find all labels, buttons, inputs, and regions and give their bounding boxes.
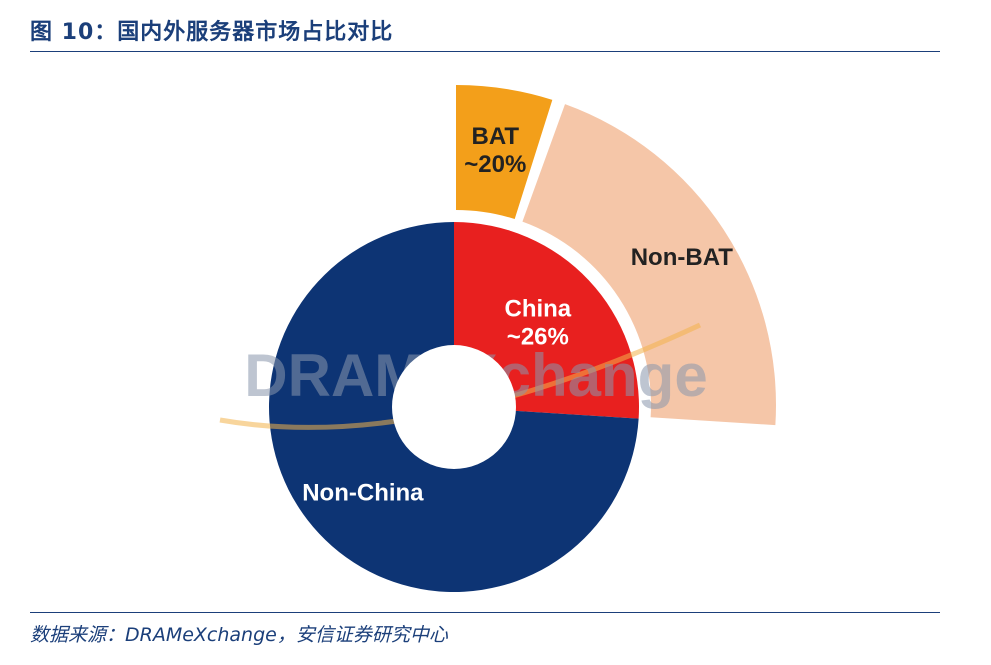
- slice-bat: [456, 85, 553, 220]
- slice-china-value-label: ~26%: [507, 323, 569, 350]
- slice-non-bat-label: Non-BAT: [631, 244, 734, 271]
- slice-non-bat: [522, 104, 776, 426]
- slice-bat-label: BAT: [472, 123, 520, 150]
- chart-labels: BAT~20% Non-BAT China~26% Non-China: [302, 123, 733, 507]
- slice-china-label: China: [504, 295, 571, 322]
- chart-title: 图 10：国内外服务器市场占比对比: [30, 20, 394, 45]
- slice-non-china-label: Non-China: [302, 480, 424, 507]
- slice-bat-value-label: ~20%: [464, 151, 526, 178]
- source-note: 数据来源：DRAMeXchange，安信证券研究中心: [30, 624, 448, 646]
- title-divider: [30, 51, 940, 52]
- donut-hole: [392, 345, 516, 469]
- footer-divider: [30, 612, 940, 613]
